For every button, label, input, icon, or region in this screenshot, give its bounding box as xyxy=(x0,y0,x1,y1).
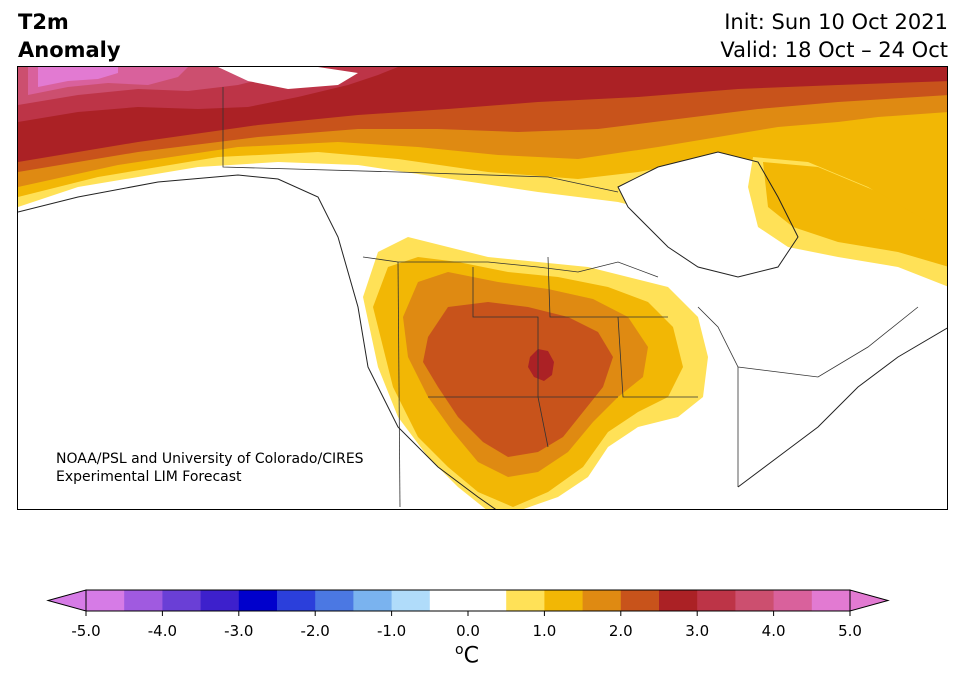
chart-title: T2m Anomaly xyxy=(18,8,121,64)
colorbar-tick-label: -4.0 xyxy=(147,622,178,640)
colorbar: -5.0 -4.0 -3.0 -2.0 -1.0 0.0 1.0 2.0 3.0 4.0 5.0 o… xyxy=(0,580,959,680)
date-info: Init: Sun 10 Oct 2021 Valid: 18 Oct – 24… xyxy=(720,8,948,64)
colorbar-tick-label: 4.0 xyxy=(761,622,786,640)
colorbar-segment xyxy=(353,590,393,611)
valid-dates: Valid: 18 Oct – 24 Oct xyxy=(720,38,948,62)
colorbar-segment xyxy=(659,590,698,611)
colorbar-segment xyxy=(162,590,202,611)
title-line-2: Anomaly xyxy=(18,38,121,62)
colorbar-segment xyxy=(238,590,278,611)
colorbar-segment xyxy=(391,590,431,611)
pacific-blank xyxy=(18,175,496,509)
shade-25-us xyxy=(528,349,554,381)
coastline xyxy=(18,151,947,509)
colorbar-tick-label: 0.0 xyxy=(456,622,480,640)
colorbar-segment xyxy=(200,590,240,611)
shade-10-east xyxy=(763,162,947,267)
boundary-lines xyxy=(222,87,919,508)
shade-45-north xyxy=(38,67,118,87)
colorbar-tick-label: 2.0 xyxy=(608,622,633,640)
credit-line-2: Experimental LIM Forecast xyxy=(56,469,242,485)
colorbar-segment xyxy=(735,590,775,611)
colorbar-segment xyxy=(811,590,851,611)
colorbar-extend-low xyxy=(46,589,87,612)
colorbar-tick-label: -5.0 xyxy=(71,622,101,640)
shade-20-us xyxy=(423,302,613,457)
colorbar-tick-label: -3.0 xyxy=(224,622,254,640)
unit-label: oC xyxy=(455,642,479,669)
colorbar-segment xyxy=(86,590,125,611)
colorbar-segment xyxy=(773,590,813,611)
init-date: Init: Sun 10 Oct 2021 xyxy=(724,10,948,34)
colorbar-tick-label: 5.0 xyxy=(838,622,862,640)
map-panel: NOAA/PSL and University of Colorado/CIRE… xyxy=(17,66,948,510)
anomaly-map xyxy=(18,67,947,509)
colorbar-segment xyxy=(506,590,545,611)
credit-line-1: NOAA/PSL and University of Colorado/CIRE… xyxy=(56,451,364,467)
colorbar-tick-label: -2.0 xyxy=(300,622,330,640)
title-line-1: T2m xyxy=(18,10,69,34)
colorbar-segment xyxy=(315,590,354,611)
colorbar-segment xyxy=(697,590,736,611)
colorbar-tick-label: 3.0 xyxy=(685,622,710,640)
colorbar-segment xyxy=(620,590,660,611)
colorbar-segment xyxy=(582,590,622,611)
colorbar-tick-label: -1.0 xyxy=(376,622,407,640)
colorbar-segment xyxy=(124,590,163,611)
colorbar-segment xyxy=(544,590,584,611)
colorbar-strip xyxy=(46,589,890,616)
colorbar-segment xyxy=(468,590,507,611)
credit-text: NOAA/PSL and University of Colorado/CIRE… xyxy=(56,450,364,486)
arctic-ocean-blank xyxy=(218,67,358,89)
colorbar-segment xyxy=(429,590,469,611)
colorbar-tick-label: 1.0 xyxy=(532,622,557,640)
colorbar-segment xyxy=(277,590,316,611)
colorbar-extend-high xyxy=(849,589,890,612)
